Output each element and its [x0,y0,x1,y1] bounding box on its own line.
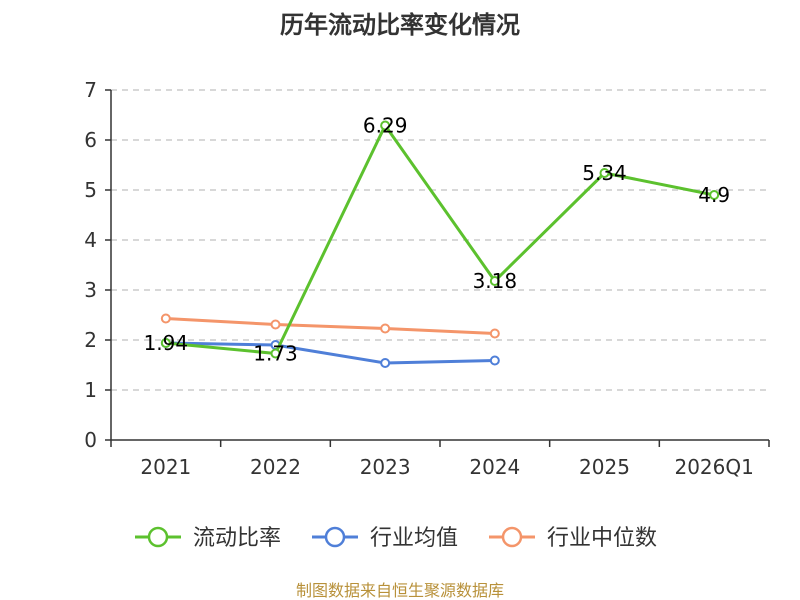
y-tick-label: 2 [84,328,97,352]
legend-label: 行业中位数 [547,526,657,551]
x-tick-label: 2022 [250,455,301,479]
data-point [489,355,500,366]
x-tick-label: 2021 [140,455,191,479]
data-point [709,190,720,200]
y-tick-label: 0 [84,428,97,452]
legend-item[interactable]: 行业中位数 [489,526,657,551]
y-tick-label: 7 [84,78,97,102]
legend-item[interactable]: 流动比率 [135,526,281,551]
data-point [380,323,391,334]
x-tick-label: 2025 [579,455,630,479]
data-label: 4.9 [698,183,730,207]
data-label: 1.73 [253,342,298,366]
data-point [270,348,281,359]
legend-marker-icon [147,526,169,548]
series-lines [160,120,720,368]
source-note: 制图数据来自恒生聚源数据库 [296,581,504,600]
data-label: 5.34 [582,161,627,185]
data-point [489,328,500,339]
data-point [270,319,281,330]
y-tick-label: 1 [84,378,97,402]
data-label: 1.94 [144,331,189,355]
data-labels: 1.94 1.73 6.29 3.18 5.34 4.9 [144,114,731,366]
series-line [165,124,715,355]
data-label: 3.18 [473,269,518,293]
chart-title: 历年流动比率变化情况 [280,11,520,39]
series-line [165,317,495,335]
legend-label: 流动比率 [193,526,281,551]
x-tick-label: 2024 [469,455,520,479]
y-tick-label: 4 [84,228,97,252]
y-tick-label: 3 [84,278,97,302]
legend-item[interactable]: 行业均值 [312,526,458,551]
legend-label: 行业均值 [370,526,458,551]
data-point [160,338,171,348]
data-label: 6.29 [363,114,408,138]
axes: 0 1 2 3 4 5 6 7 2021 2022 2023 2024 2025 2026Q1 [84,78,770,479]
data-point [599,168,610,178]
data-point [380,120,391,131]
data-point [160,313,171,324]
data-point [489,276,500,286]
y-tick-label: 5 [84,178,97,202]
legend-marker-icon [501,526,523,548]
legend[interactable]: 流动比率 行业均值 行业中位数 [135,526,657,551]
x-tick-label: 2023 [360,455,411,479]
x-tick-label: 2026Q1 [674,455,753,479]
series-line [165,341,495,365]
legend-marker-icon [324,526,346,548]
data-point [380,358,391,368]
y-tick-label: 6 [84,128,97,152]
